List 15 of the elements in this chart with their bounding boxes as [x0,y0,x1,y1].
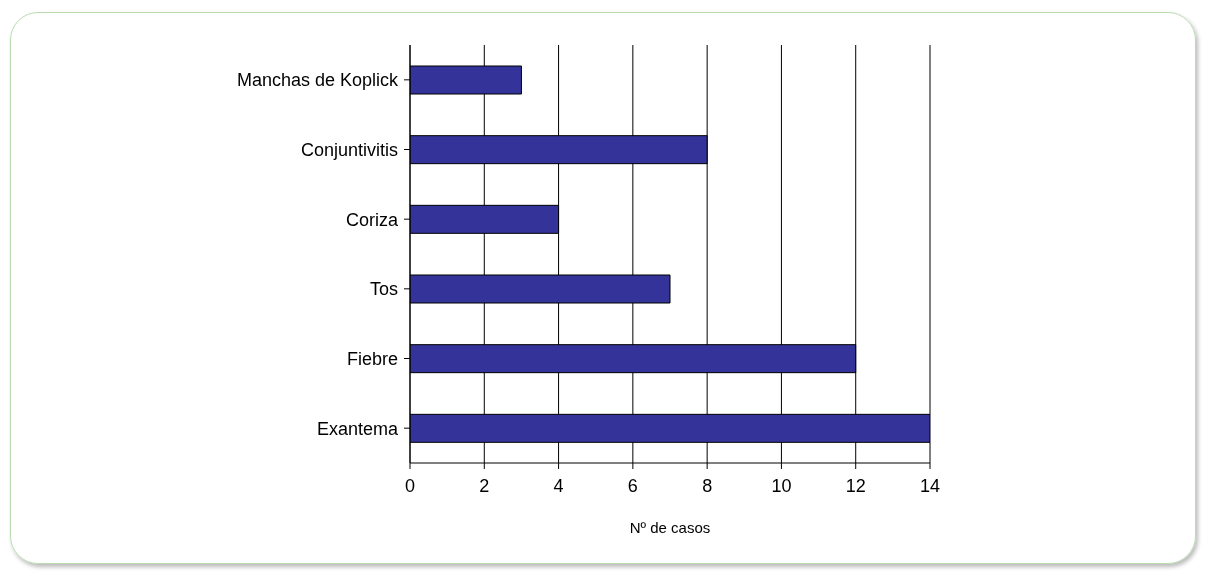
y-tick-label: Tos [369,279,398,300]
y-tick-label: Exantema [316,418,399,439]
x-tick-label: 6 [627,475,638,496]
y-tick-label: Fiebre [346,348,398,369]
y-tick-label: Manchas de Koplick [236,70,399,91]
x-tick-label: 10 [771,475,792,496]
x-tick-label: 2 [479,475,490,496]
y-tick-label: Conjuntivitis [300,139,398,160]
y-tick-label: Coriza [345,209,399,230]
x-axis-title: Nº de casos [629,519,711,536]
x-tick-label: 12 [845,475,866,496]
x-tick-label: 8 [702,475,713,496]
x-tick-label: 0 [404,475,416,496]
x-tick-label: 4 [553,475,564,496]
x-tick-label: 14 [919,475,941,496]
